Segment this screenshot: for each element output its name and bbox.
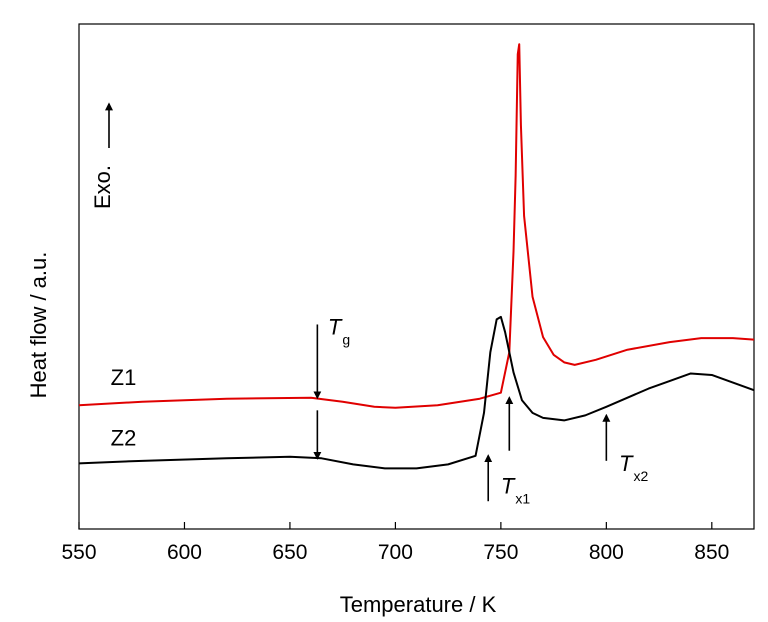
annotation-label-x1: Tx1: [501, 474, 530, 507]
x-tick-label: 550: [61, 541, 96, 564]
plot-frame: [78, 23, 755, 530]
series-line-z1: [78, 43, 755, 409]
x-tick-label: 850: [694, 541, 729, 564]
x-tick-label: 650: [272, 541, 307, 564]
annotation-label-g: Tg: [328, 315, 350, 348]
exo-label: Exo.: [90, 165, 115, 209]
series-label-z1: Z1: [111, 365, 137, 390]
series-label-z2: Z2: [111, 426, 137, 451]
annotation-label-x2: Tx2: [619, 451, 648, 484]
x-tick-label: 600: [167, 541, 202, 564]
x-tick-label: 700: [378, 541, 413, 564]
y-axis-title: Heat flow / a.u.: [26, 252, 51, 399]
series-line-z2: [78, 315, 755, 470]
x-tick-label: 750: [483, 541, 518, 564]
x-tick-label: 800: [589, 541, 624, 564]
x-axis-title: Temperature / K: [340, 592, 497, 617]
